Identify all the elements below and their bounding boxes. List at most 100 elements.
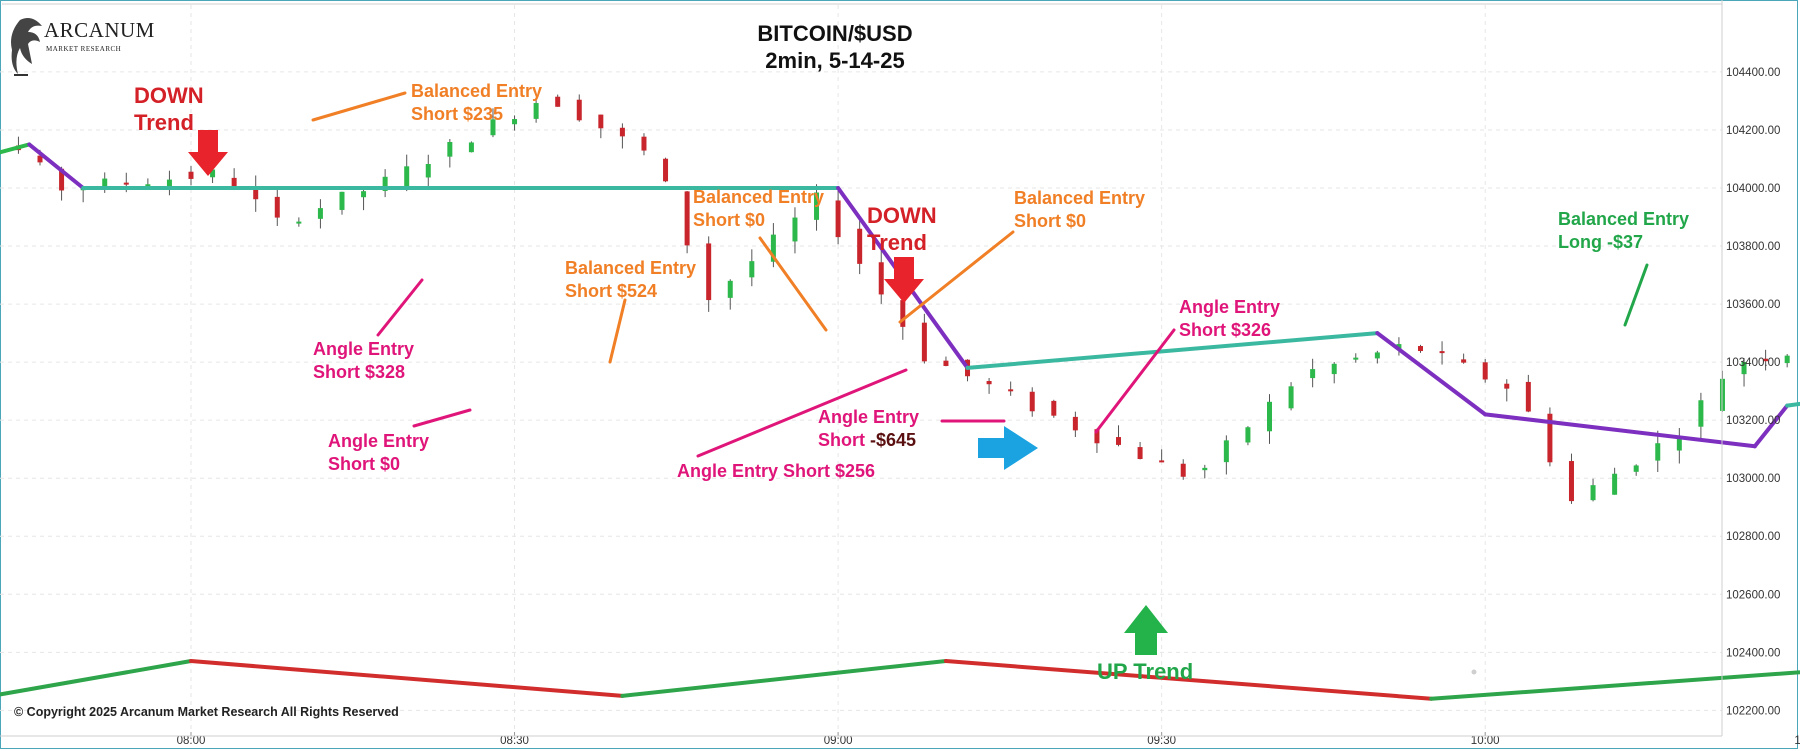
- y-tick-label: 102400.00: [1726, 647, 1780, 659]
- trend-segment: [1785, 401, 1800, 408]
- candle-body: [943, 360, 949, 366]
- candle-body: [706, 243, 712, 301]
- x-tick-label: 10:00: [1471, 735, 1500, 747]
- candle-body: [1116, 437, 1122, 445]
- x-tick-label: 09:30: [1147, 735, 1176, 747]
- candle-body: [749, 261, 755, 278]
- oscillator-segment: [620, 659, 948, 698]
- oscillator-segment: [943, 659, 1434, 701]
- candle-body: [1029, 391, 1035, 412]
- candle-body: [231, 177, 237, 188]
- candle-body: [1267, 401, 1272, 432]
- x-tick-label: 10:30: [1794, 735, 1800, 747]
- candle-body: [1461, 359, 1467, 363]
- label-up-trend: UP Trend: [1097, 659, 1194, 684]
- candle-body: [921, 322, 927, 362]
- logo-subtitle: MARKET RESEARCH: [46, 45, 122, 53]
- oscillator-segment: [1429, 670, 1800, 701]
- candle-body: [1223, 440, 1229, 463]
- y-tick-label: 103600.00: [1726, 299, 1780, 311]
- trend-segment: [27, 142, 86, 190]
- candle-body: [835, 200, 841, 238]
- trend-segment: [1752, 403, 1790, 449]
- label-angle-short-328: Angle Entry Short $328: [313, 339, 415, 382]
- candle-body: [1137, 447, 1143, 460]
- candle-body: [1331, 363, 1337, 375]
- copyright-notice: © Copyright 2025 Arcanum Market Research…: [14, 705, 399, 719]
- x-tick-label: 09:00: [824, 735, 853, 747]
- candle-body: [878, 262, 884, 295]
- trend-segment: [965, 331, 1380, 370]
- candle-body: [1245, 427, 1251, 443]
- x-tick-label: 08:00: [177, 735, 206, 747]
- candle-body: [1353, 357, 1359, 360]
- oscillator-line: [0, 659, 1800, 701]
- candle-body: [555, 96, 561, 107]
- label-angle-short-0: Angle Entry Short $0: [328, 431, 430, 474]
- annotation-pointers: [188, 91, 1649, 655]
- trend-segment: [1375, 331, 1488, 417]
- candle-body: [1612, 473, 1618, 495]
- candle-body: [1655, 443, 1661, 461]
- trend-line: [0, 142, 1800, 449]
- candle-body: [1741, 361, 1747, 375]
- candle-body: [663, 158, 669, 182]
- y-tick-label: 104000.00: [1726, 183, 1780, 195]
- pointer-balanced-235: [311, 91, 407, 122]
- candle-body: [512, 119, 518, 125]
- candle-body: [1676, 438, 1682, 451]
- candle-body: [576, 99, 582, 121]
- down-arrow-2: [884, 257, 924, 303]
- candle-body: [986, 381, 992, 385]
- logo: ARCANUM MARKET RESEARCH: [10, 14, 154, 84]
- label-angle-short-minus-645: Angle Entry Short -$645: [818, 407, 920, 450]
- candle-body: [468, 142, 474, 153]
- label-down-trend-2: DOWN Trend: [867, 203, 937, 255]
- pointer-balanced-0-b: [898, 230, 1015, 324]
- label-balanced-short-524: Balanced Entry Short $524: [565, 258, 697, 301]
- candle-body: [1547, 413, 1553, 463]
- candle-body: [188, 171, 194, 179]
- up-arrow: [1124, 605, 1168, 655]
- label-angle-short-326: Angle Entry Short $326: [1179, 297, 1281, 340]
- candle-body: [857, 228, 863, 264]
- candle-body: [1568, 461, 1574, 502]
- candle-body: [1784, 355, 1790, 364]
- y-axis: 104400.00 104200.00 104000.00 103800.00 1036…: [1721, 0, 1780, 736]
- logo-name: ARCANUM: [44, 18, 155, 42]
- right-arrow: [978, 426, 1038, 470]
- candle-body: [1525, 381, 1531, 412]
- candle-body: [770, 234, 776, 262]
- candle-body: [59, 168, 65, 191]
- candle-body: [296, 221, 302, 224]
- candle-body: [1439, 351, 1445, 354]
- pointer-long-minus-37: [1623, 263, 1649, 327]
- candle-body: [102, 178, 108, 190]
- pointer-angle-328: [376, 278, 424, 337]
- candle-body: [1008, 389, 1014, 392]
- pointer-balanced-0-a: [758, 236, 828, 332]
- candle-body: [1633, 465, 1639, 472]
- logo-emblem: [11, 18, 42, 76]
- candle-body: [1763, 358, 1769, 362]
- candle-body: [404, 166, 410, 188]
- candle-body: [1094, 429, 1100, 444]
- candle-body: [1202, 467, 1208, 471]
- candle-body: [1590, 485, 1596, 501]
- y-tick-label: 102800.00: [1726, 531, 1780, 543]
- candle-body: [253, 186, 259, 200]
- y-tick-label: 103000.00: [1726, 473, 1780, 485]
- candle-body: [382, 176, 388, 191]
- candles: [15, 94, 1790, 504]
- candle-body: [533, 103, 539, 119]
- trend-segment: [0, 142, 32, 155]
- candle-body: [1072, 416, 1078, 431]
- candle-body: [361, 191, 367, 198]
- candle-body: [1180, 463, 1186, 477]
- candle-body: [619, 127, 625, 137]
- candle-body: [37, 155, 43, 163]
- x-tick-label: 08:30: [500, 735, 529, 747]
- label-down-trend-1: DOWN Trend: [134, 83, 204, 135]
- candle-body: [1159, 460, 1165, 463]
- oscillator-segment: [0, 659, 193, 697]
